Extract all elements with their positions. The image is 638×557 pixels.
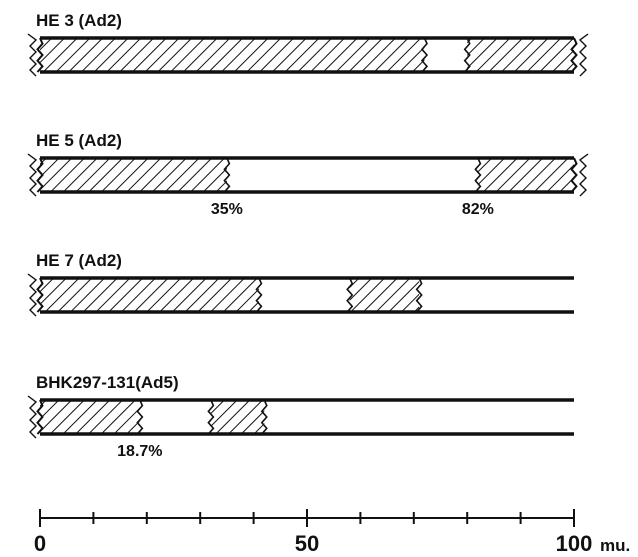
left-end-edge bbox=[36, 399, 44, 435]
segment-break-edge bbox=[463, 37, 471, 73]
track-1: HE 3 (Ad2) bbox=[27, 11, 589, 77]
right-break-mark bbox=[578, 33, 589, 77]
hatched-segment bbox=[467, 38, 574, 72]
hatched-segment bbox=[349, 278, 420, 312]
left-end-edge bbox=[36, 37, 44, 73]
left-break-mark bbox=[27, 33, 38, 77]
hatched-segment bbox=[40, 38, 425, 72]
track-3: HE 7 (Ad2) bbox=[27, 251, 574, 317]
left-break-mark bbox=[27, 153, 38, 197]
percent-label: 35% bbox=[211, 201, 243, 218]
track-label: BHK297-131(Ad5) bbox=[36, 373, 179, 392]
scale-unit-label: mu. bbox=[600, 536, 630, 555]
segment-break-edge bbox=[255, 277, 263, 313]
scale-tick-label: 0 bbox=[34, 531, 46, 556]
left-break-mark bbox=[27, 395, 38, 439]
hatched-segment bbox=[477, 158, 574, 192]
segment-break-edge bbox=[207, 399, 215, 435]
hatched-segment bbox=[40, 400, 140, 434]
segment-break-edge bbox=[346, 277, 354, 313]
hatched-segment bbox=[40, 158, 227, 192]
segment-break-edge bbox=[260, 399, 268, 435]
segment-break-edge bbox=[420, 37, 429, 73]
hatched-segment bbox=[40, 278, 259, 312]
segment-break-edge bbox=[136, 399, 144, 435]
track-2: HE 5 (Ad2) 35% 82% bbox=[27, 131, 589, 218]
segment-break-edge bbox=[415, 277, 423, 313]
track-4: BHK297-131(Ad5) 18.7% bbox=[27, 373, 574, 460]
scale-tick-label: 50 bbox=[295, 531, 319, 556]
right-end-edge bbox=[570, 37, 578, 73]
left-break-mark bbox=[27, 273, 38, 317]
segment-break-edge bbox=[223, 157, 231, 193]
hatched-segment bbox=[210, 400, 265, 434]
track-label: HE 3 (Ad2) bbox=[36, 11, 122, 30]
percent-label: 82% bbox=[462, 201, 494, 218]
segment-break-edge bbox=[474, 157, 482, 193]
scale-bar: 0 50 100 mu. bbox=[34, 509, 630, 556]
percent-label: 18.7% bbox=[117, 443, 162, 460]
track-label: HE 7 (Ad2) bbox=[36, 251, 122, 270]
left-end-edge bbox=[36, 157, 44, 193]
left-end-edge bbox=[36, 277, 44, 313]
right-break-mark bbox=[578, 153, 589, 197]
right-end-edge bbox=[570, 157, 578, 193]
tracks-layer: HE 3 (Ad2) HE 5 (Ad2) 35% 82% HE 7 (Ad2) BHK2… bbox=[27, 11, 589, 460]
track-label: HE 5 (Ad2) bbox=[36, 131, 122, 150]
scale-tick-label: 100 bbox=[556, 531, 593, 556]
